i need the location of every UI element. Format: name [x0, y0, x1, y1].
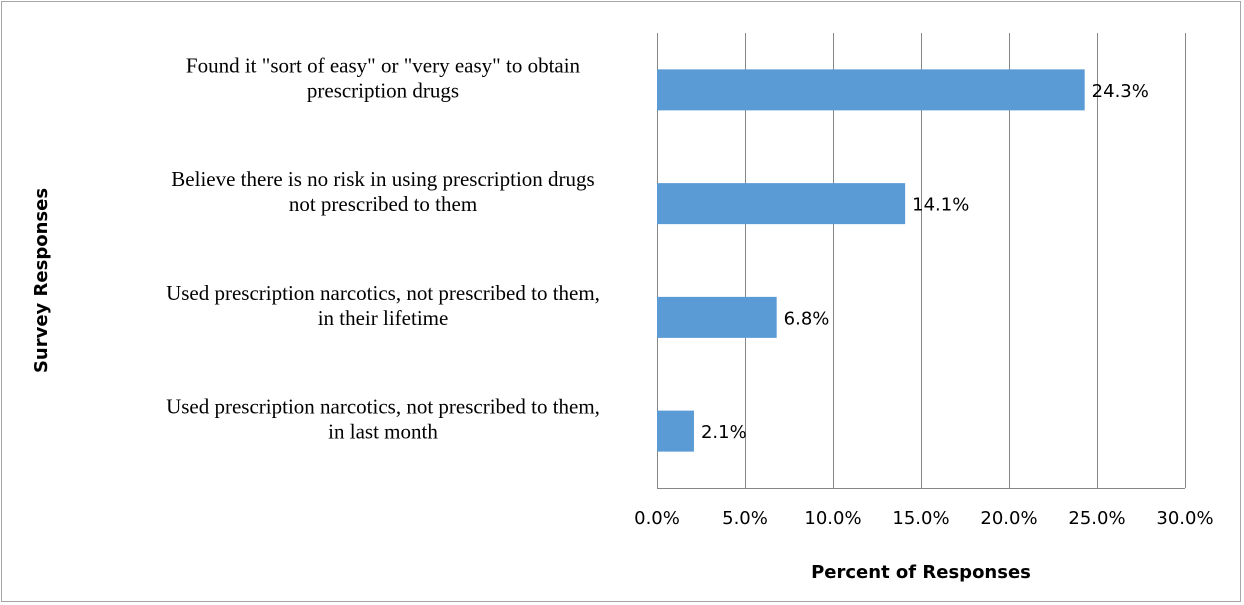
- data-label: 24.3%: [1092, 81, 1149, 102]
- bar: [657, 410, 694, 452]
- x-tick-label: 25.0%: [1068, 508, 1125, 529]
- bar: [657, 183, 906, 225]
- x-tick-label: 10.0%: [804, 508, 861, 529]
- data-label: 6.8%: [784, 308, 830, 329]
- data-label: 2.1%: [701, 422, 747, 443]
- x-axis-title: Percent of Responses: [811, 562, 1031, 583]
- data-label: 14.1%: [912, 195, 969, 216]
- bar: [657, 296, 777, 338]
- x-tick-label: 15.0%: [892, 508, 949, 529]
- bar: [657, 69, 1085, 111]
- x-tick-labels: 0.0% 5.0% 10.0% 15.0% 20.0% 25.0% 30.0%: [634, 508, 1213, 529]
- x-tick-label: 5.0%: [722, 508, 768, 529]
- category-label: Found it "sort of easy" or "very easy" t…: [186, 53, 581, 102]
- category-label: Believe there is no risk in using prescr…: [171, 167, 594, 216]
- x-tick-label: 30.0%: [1156, 508, 1213, 529]
- category-label: Used prescription narcotics, not prescri…: [166, 395, 600, 444]
- x-tick-label: 20.0%: [980, 508, 1037, 529]
- x-tick-label: 0.0%: [634, 508, 680, 529]
- category-labels: Found it "sort of easy" or "very easy" t…: [166, 53, 600, 443]
- category-label: Used prescription narcotics, not prescri…: [166, 281, 600, 330]
- y-axis-title: Survey Responses: [31, 188, 52, 373]
- bars: [657, 69, 1085, 452]
- data-labels: 24.3% 14.1% 6.8% 2.1%: [701, 81, 1149, 443]
